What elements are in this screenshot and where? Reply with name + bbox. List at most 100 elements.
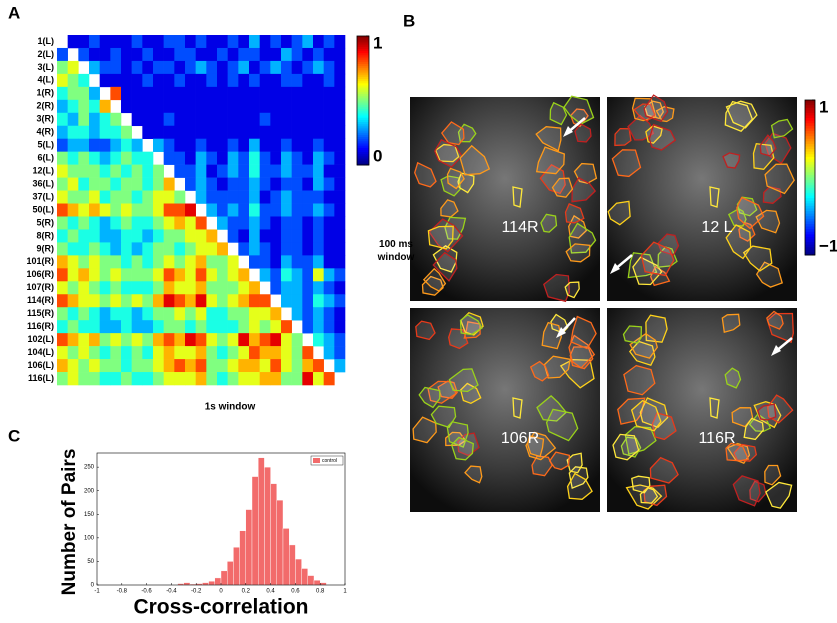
heatmap-cell (67, 190, 79, 204)
heatmap-cell (195, 125, 207, 140)
heatmap-cell (227, 151, 239, 165)
heatmap-cell (249, 372, 260, 386)
heatmap-cell (163, 203, 175, 217)
heatmap-cell (67, 359, 79, 373)
histogram-bar (214, 577, 222, 586)
heatmap-cell (78, 346, 90, 360)
cell-outline (541, 321, 562, 350)
heatmap-cell (227, 372, 239, 386)
heatmap-cell (195, 112, 207, 127)
row-label: 115(R) (27, 308, 54, 318)
heatmap-cell (302, 86, 314, 101)
heatmap-cell (259, 333, 271, 347)
heatmap-cell (110, 255, 122, 269)
microscopy-image (410, 308, 600, 512)
heatmap-cell (78, 112, 90, 127)
heatmap-cell (110, 229, 122, 243)
cell-outline (545, 408, 579, 442)
colorbar-segment (357, 122, 369, 125)
heatmap-cell (238, 203, 250, 217)
heatmap-cell (67, 177, 79, 191)
heatmap-cell (142, 255, 154, 269)
cell-outline (612, 433, 640, 461)
heatmap-cell (313, 47, 324, 62)
heatmap-cell (313, 216, 324, 230)
heatmap-cell (57, 112, 68, 127)
colorbar-segment (805, 154, 815, 158)
heatmap-cell (185, 99, 196, 114)
heatmap-cell (89, 255, 100, 269)
heatmap-cell (163, 138, 175, 152)
arrow-head (610, 263, 620, 274)
heatmap-cell (89, 320, 100, 334)
heatmap-cell (153, 47, 164, 62)
histogram-bar (258, 457, 265, 586)
heatmap-cell (206, 372, 218, 386)
cell-outline (539, 163, 566, 195)
heatmap-cell (323, 307, 335, 321)
heatmap-cell (99, 333, 111, 347)
heatmap-cell (174, 372, 186, 386)
colorbar-segment (805, 131, 815, 135)
heatmap-cell (323, 203, 335, 217)
cell-outline (564, 203, 585, 224)
colorbar-segment (357, 143, 369, 147)
row-label: 6(L) (38, 153, 55, 163)
heatmap-cell (281, 216, 292, 230)
heatmap-cell (110, 86, 122, 101)
heatmap-cell (259, 164, 271, 178)
heatmap-cell (302, 372, 314, 386)
panel-label: B (403, 11, 415, 30)
heatmap-cell (291, 35, 303, 49)
heatmap-cell (121, 164, 132, 178)
colorbar-segment (805, 136, 815, 140)
heatmap-cell (227, 268, 239, 282)
heatmap-cell (281, 229, 292, 243)
heatmap-cell (153, 203, 164, 217)
heatmap-cell (163, 177, 175, 191)
heatmap-cell (323, 255, 335, 269)
histogram-bar (313, 580, 321, 586)
row-label: 8(R) (37, 230, 55, 240)
heatmap-cell (206, 73, 218, 88)
heatmap-cell (206, 281, 218, 295)
heatmap-cell (142, 281, 154, 295)
row-label: 106(L) (27, 360, 54, 370)
heatmap-cell (249, 112, 260, 127)
heatmap-cell (57, 294, 68, 308)
heatmap-cell (142, 164, 154, 178)
cell-outline (512, 397, 523, 419)
colorbar-segment (805, 216, 815, 220)
heatmap-cell (174, 268, 186, 282)
heatmap-cell (57, 333, 68, 347)
heatmap-cell (195, 320, 207, 334)
heatmap-cell (78, 99, 90, 114)
heatmap-cell (89, 359, 100, 373)
cell-outline (640, 241, 675, 277)
heatmap-cell (323, 177, 335, 191)
colorbar-segment (357, 68, 369, 71)
colorbar-segment (357, 91, 369, 95)
heatmap-cell (291, 359, 303, 373)
heatmap-cell (163, 86, 175, 101)
heatmap-cell (142, 320, 154, 334)
heatmap-cell (57, 86, 68, 101)
heatmap-cell (174, 125, 186, 140)
colorbar-segment (805, 162, 815, 166)
histogram-bar (307, 575, 315, 586)
heatmap-cell (195, 268, 207, 282)
cell-outline (631, 475, 651, 494)
y-axis-title: Number of Pairs (59, 449, 80, 596)
y-tick-label: 150 (84, 512, 95, 518)
heatmap-cell (323, 35, 335, 49)
heatmap-cell (281, 281, 292, 295)
heatmap-cell (227, 125, 239, 140)
heatmap-cell (121, 35, 132, 49)
row-label: 3(L) (38, 62, 55, 72)
heatmap-cell (99, 203, 111, 217)
colorbar-frame (356, 35, 370, 166)
heatmap-cell (291, 268, 303, 282)
heatmap-cell (185, 346, 196, 360)
heatmap-cell (78, 229, 90, 243)
heatmap-cell (131, 281, 143, 295)
